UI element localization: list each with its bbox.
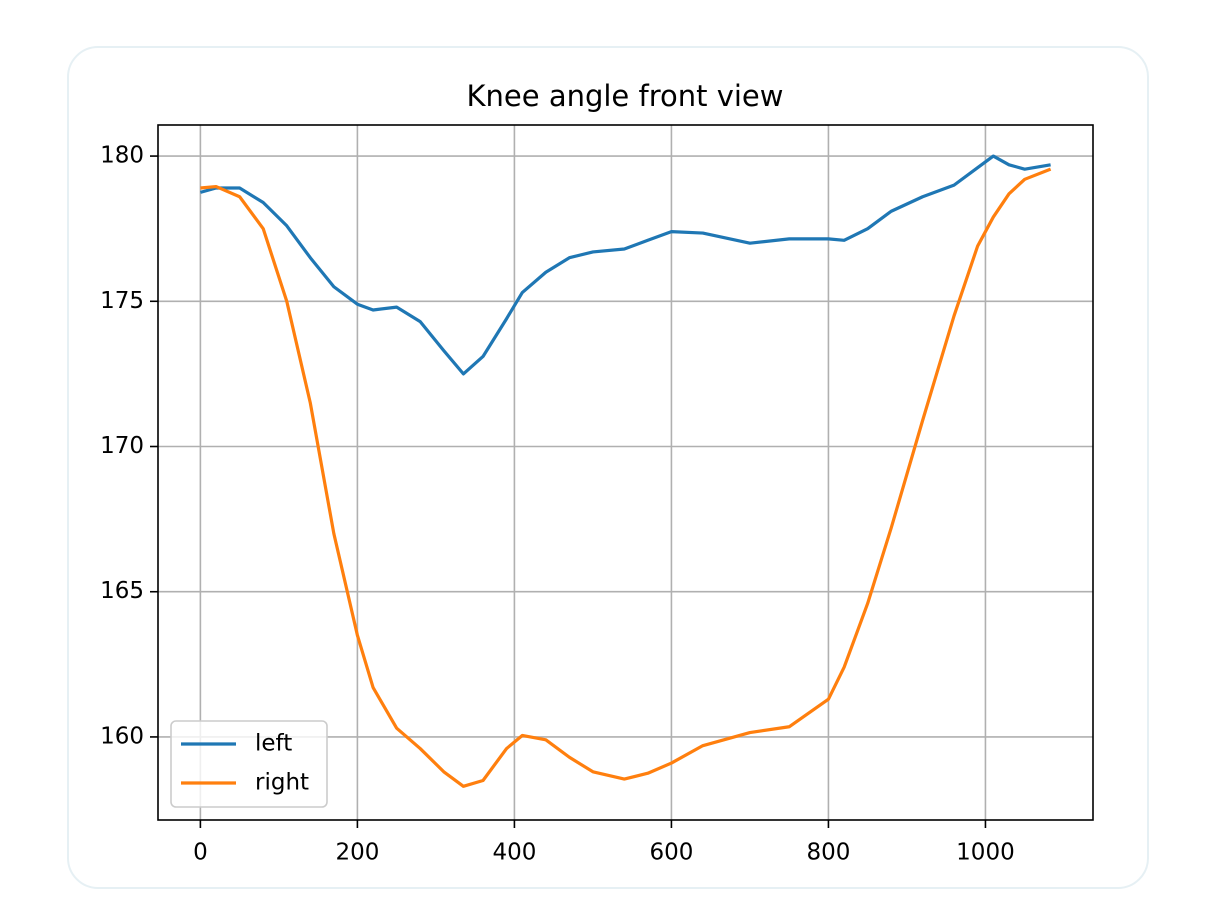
card	[67, 46, 1149, 889]
y-tick-label: 160	[100, 723, 144, 749]
plot-frame	[157, 124, 1094, 821]
legend-label: left	[255, 731, 292, 757]
x-tick-label: 1000	[956, 840, 1015, 866]
x-tick-label: 600	[649, 840, 693, 866]
x-tick-label: 400	[492, 840, 536, 866]
y-tick-label: 180	[100, 143, 144, 169]
legend: left right	[170, 720, 328, 808]
line-series	[199, 154, 1051, 376]
y-tick-label: 175	[100, 288, 144, 314]
x-tick-label: 0	[193, 840, 208, 866]
y-tick-label: 170	[100, 433, 144, 459]
x-tick-label: 200	[335, 840, 379, 866]
x-tick-label: 800	[806, 840, 850, 866]
y-tick-label: 165	[100, 578, 144, 604]
line-series	[200, 167, 1052, 788]
legend-label: right	[255, 770, 309, 796]
chart-title: Knee angle front view	[467, 79, 784, 113]
